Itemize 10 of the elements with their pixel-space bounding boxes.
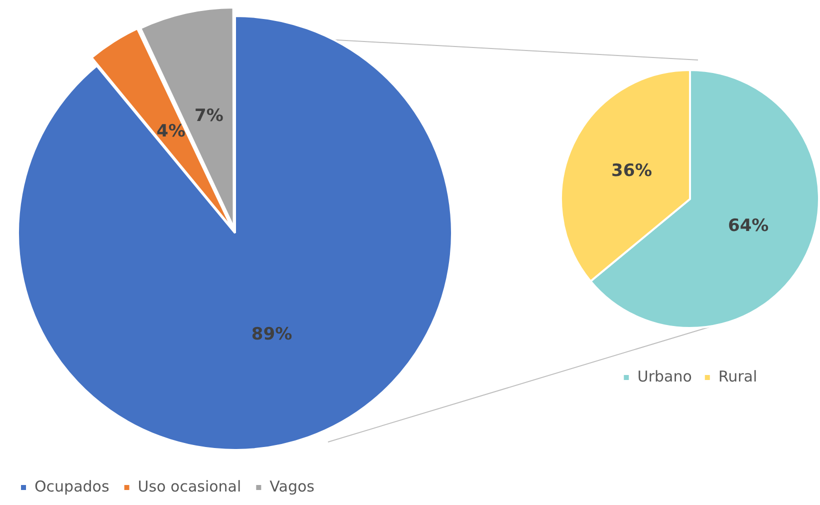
data-label: 64% — [728, 216, 769, 236]
data-label: 89% — [251, 324, 292, 345]
data-label: 7% — [194, 106, 224, 126]
data-label: 4% — [156, 122, 186, 142]
legend-label: Uso ocasional — [138, 477, 242, 496]
data-label: 36% — [611, 160, 652, 181]
legend-label: Rural — [718, 367, 758, 386]
legend-label: Ocupados — [34, 477, 110, 496]
legend-label: Vagos — [270, 477, 315, 496]
legend-label: Urbano — [637, 367, 692, 386]
